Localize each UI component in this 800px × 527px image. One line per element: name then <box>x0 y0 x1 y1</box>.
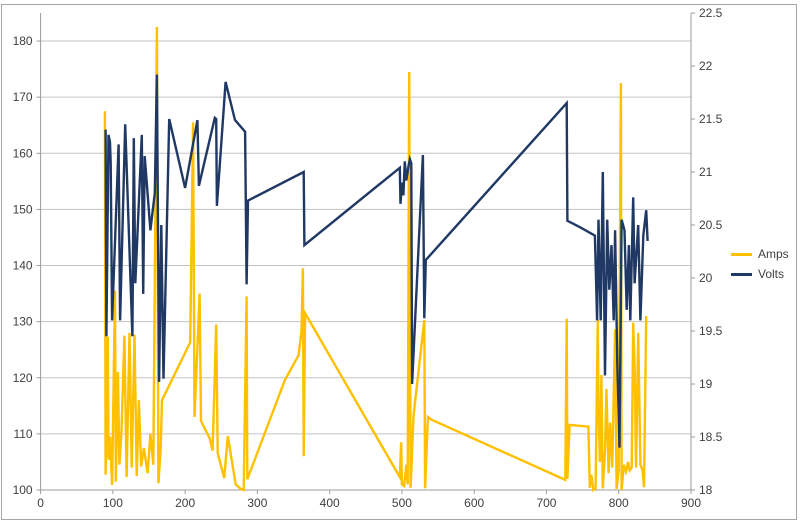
amps-line-swatch <box>731 252 752 256</box>
svg-text:130: 130 <box>13 315 33 329</box>
svg-text:150: 150 <box>13 202 33 216</box>
svg-text:22: 22 <box>699 59 713 73</box>
svg-text:120: 120 <box>13 371 33 385</box>
axes <box>36 12 695 494</box>
svg-text:140: 140 <box>13 259 33 273</box>
svg-text:180: 180 <box>13 34 33 48</box>
legend: Amps Volts <box>731 244 789 284</box>
series-amps <box>103 26 648 493</box>
svg-text:100: 100 <box>13 483 33 497</box>
svg-text:700: 700 <box>536 496 556 510</box>
svg-text:19: 19 <box>699 377 713 391</box>
svg-text:400: 400 <box>320 496 340 510</box>
svg-text:900: 900 <box>681 496 701 510</box>
series-volts <box>104 74 649 448</box>
svg-text:160: 160 <box>13 146 33 160</box>
svg-text:21: 21 <box>699 165 713 179</box>
legend-label-volts: Volts <box>758 267 785 281</box>
tick-labels: 100 110 120 130 140 150 160 170 180 18 18.5 19 19.5 2… <box>13 6 723 510</box>
svg-text:22.5: 22.5 <box>699 6 723 20</box>
svg-text:100: 100 <box>103 496 123 510</box>
svg-text:600: 600 <box>464 496 484 510</box>
svg-text:110: 110 <box>13 427 32 441</box>
svg-text:200: 200 <box>175 496 195 510</box>
svg-text:20: 20 <box>699 271 713 285</box>
svg-text:500: 500 <box>392 496 412 510</box>
svg-text:300: 300 <box>247 496 267 510</box>
svg-text:800: 800 <box>609 496 629 510</box>
volts-line-swatch <box>731 272 752 276</box>
legend-label-amps: Amps <box>758 247 789 261</box>
svg-text:20.5: 20.5 <box>699 218 723 232</box>
svg-text:18.5: 18.5 <box>699 430 723 444</box>
svg-text:0: 0 <box>37 496 44 510</box>
legend-item-amps: Amps <box>731 244 789 264</box>
svg-text:19.5: 19.5 <box>699 324 723 338</box>
legend-item-volts: Volts <box>731 264 789 284</box>
svg-text:170: 170 <box>13 90 33 104</box>
svg-text:18: 18 <box>699 483 713 497</box>
svg-text:21.5: 21.5 <box>699 112 723 126</box>
